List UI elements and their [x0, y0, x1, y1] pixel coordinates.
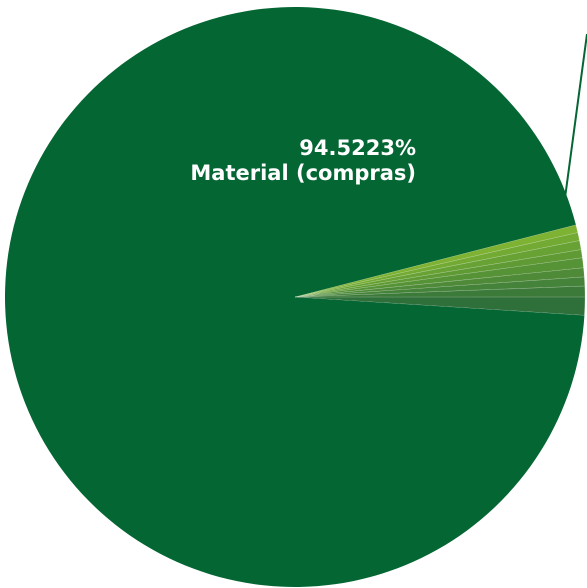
leader-line	[564, 33, 587, 199]
slice-category-label: Material (compras)	[190, 161, 416, 185]
pie-slice	[294, 240, 582, 298]
pie-slice	[5, 7, 585, 588]
pie-slice	[294, 276, 586, 298]
slice-value-label: 94.5223%	[299, 136, 416, 160]
pie-slice	[294, 232, 580, 298]
pie-slices	[5, 7, 586, 588]
pie-slice	[294, 257, 584, 298]
pie-slice	[294, 267, 585, 298]
pie-slice	[294, 224, 579, 298]
pie-slice	[294, 296, 586, 316]
pie-slice	[294, 249, 583, 298]
pie-slice	[294, 285, 586, 298]
